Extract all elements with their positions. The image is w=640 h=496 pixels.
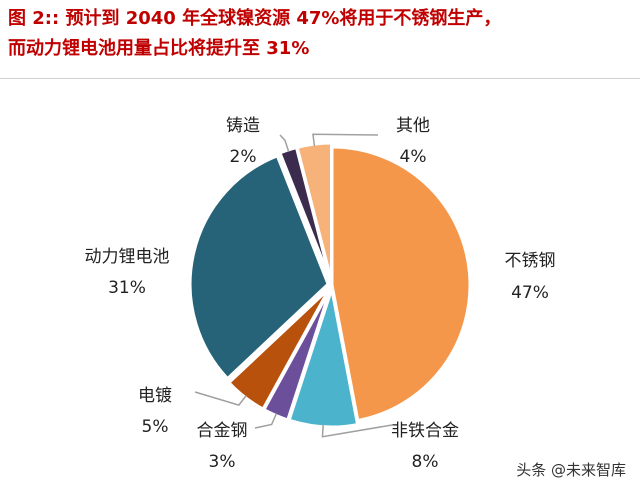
leader-line-electroplating [194,391,247,406]
slice-value-electroplating: 5% [142,417,169,437]
title-divider [0,78,640,79]
slice-value-nonferrous-alloy: 8% [412,452,439,472]
slice-value-ev-battery: 31% [108,278,146,298]
slice-label-electroplating: 电镀 [138,386,172,406]
leader-line-casting [279,134,290,153]
leader-line-alloy-steel [254,413,278,429]
slice-value-casting: 2% [230,147,257,167]
pie-slices [188,141,472,429]
title-line-2: 而动力锂电池用量占比将提升至 31% [8,38,310,59]
slice-value-alloy-steel: 3% [209,452,236,472]
slice-value-stainless-steel: 47% [511,283,549,303]
pie-slice-stainless-steel [330,145,472,423]
watermark: 头条 @未来智库 [516,461,626,479]
slice-label-ev-battery: 动力锂电池 [85,247,170,267]
slice-label-other: 其他 [396,116,430,136]
leader-lines [194,133,393,438]
slice-label-stainless-steel: 不锈钢 [505,251,556,271]
leader-line-other [312,133,379,147]
slice-label-casting: 铸造 [226,116,260,136]
leader-line-nonferrous-alloy [321,424,393,438]
slice-label-nonferrous-alloy: 非铁合金 [391,421,459,441]
slice-value-other: 4% [400,147,427,167]
title-line-1: 图 2:: 预计到 2040 年全球镍资源 47%将用于不锈钢生产， [8,8,502,29]
pie-slice-ev-battery [188,154,330,381]
chart-title: 图 2:: 预计到 2040 年全球镍资源 47%将用于不锈钢生产， 而动力锂电… [8,4,632,64]
slice-label-alloy-steel: 合金钢 [197,421,248,441]
